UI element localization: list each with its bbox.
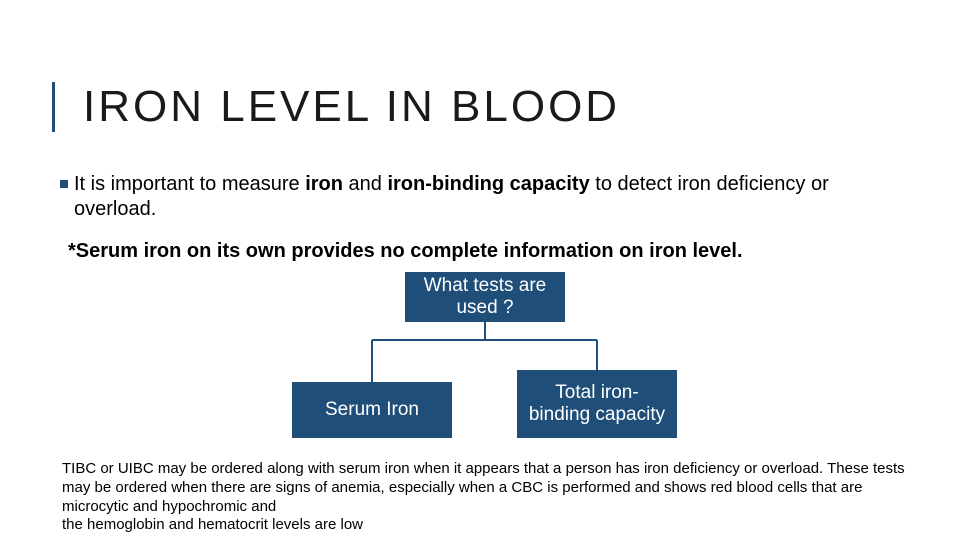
bullet-mid: and bbox=[343, 173, 387, 195]
bullet-bold2: iron-binding capacity bbox=[387, 173, 589, 195]
footer-text: TIBC or UIBC may be ordered along with s… bbox=[62, 460, 912, 535]
diagram-child-tibc: Total iron-binding capacity bbox=[517, 370, 677, 438]
bullet-pre: It is important to measure bbox=[74, 173, 305, 195]
footer-part1: TIBC or UIBC may be ordered along with s… bbox=[62, 460, 905, 515]
note-text: *Serum iron on its own provides no compl… bbox=[68, 240, 908, 263]
diagram: What tests are used ? Serum Iron Total i… bbox=[0, 272, 960, 462]
connector-drop-left bbox=[371, 340, 373, 382]
bullet-text: It is important to measure iron and iron… bbox=[74, 172, 900, 222]
diagram-child-serum-iron: Serum Iron bbox=[292, 382, 452, 438]
title-container: IRON LEVEL IN BLOOD bbox=[52, 82, 620, 132]
connector-hbar bbox=[372, 339, 597, 341]
connector-drop-right bbox=[596, 340, 598, 370]
diagram-root-box: What tests are used ? bbox=[405, 272, 565, 322]
diagram-root-label: What tests are used ? bbox=[413, 275, 557, 319]
connector-stem bbox=[484, 322, 486, 340]
bullet-bold1: iron bbox=[305, 173, 343, 195]
bullet-icon bbox=[60, 180, 68, 188]
diagram-child-label: Serum Iron bbox=[325, 399, 419, 421]
diagram-child-label: Total iron-binding capacity bbox=[525, 382, 669, 426]
footer-part2: the hemoglobin and hematocrit levels are… bbox=[62, 516, 363, 533]
bullet-row: It is important to measure iron and iron… bbox=[60, 172, 900, 222]
slide-title: IRON LEVEL IN BLOOD bbox=[83, 82, 620, 132]
